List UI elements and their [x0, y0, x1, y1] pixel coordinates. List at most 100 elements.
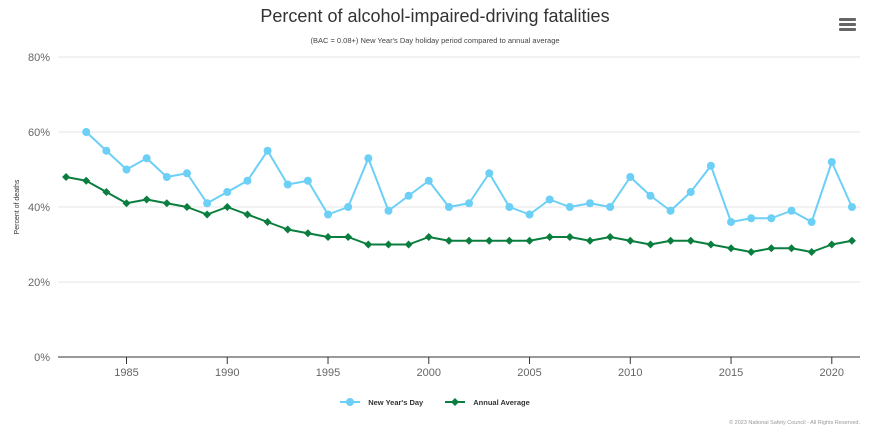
x-tick-label: 2020 — [820, 367, 844, 379]
legend-circle-marker-icon — [340, 398, 361, 406]
data-point — [82, 128, 91, 136]
data-point — [465, 199, 474, 208]
data-point — [767, 244, 776, 253]
data-point — [585, 199, 594, 208]
data-point — [303, 176, 312, 185]
data-point — [404, 240, 413, 249]
data-point — [162, 173, 171, 181]
data-point — [686, 188, 695, 196]
series-line — [65, 176, 853, 253]
data-point — [142, 195, 151, 204]
data-point — [525, 210, 534, 219]
y-tick-label: 80% — [28, 52, 50, 64]
data-point — [827, 240, 836, 249]
data-point — [384, 240, 393, 249]
data-point — [182, 169, 191, 178]
data-point — [263, 146, 272, 155]
data-point — [787, 206, 796, 215]
data-point — [747, 214, 756, 223]
data-point — [243, 210, 252, 219]
data-point — [102, 188, 111, 196]
hamburger-menu-icon[interactable] — [837, 15, 857, 33]
credits: © 2023 National Safety Council - All Rig… — [729, 420, 860, 426]
data-point — [686, 236, 695, 245]
data-point — [807, 218, 816, 226]
data-point — [384, 206, 393, 215]
data-point — [545, 233, 554, 241]
x-tick-label: 1985 — [114, 367, 138, 379]
data-point — [102, 146, 111, 155]
data-point — [122, 165, 131, 174]
data-point — [223, 203, 232, 211]
data-point — [203, 210, 212, 219]
data-point — [565, 233, 574, 241]
chart-title: Percent of alcohol-impaired-driving fata… — [260, 6, 610, 26]
data-point — [324, 233, 333, 241]
data-point — [444, 203, 453, 211]
data-point — [646, 240, 655, 249]
data-point — [62, 173, 71, 181]
legend-item-new-years-day[interactable]: New Year's Day — [340, 397, 423, 407]
x-tick-label: 1990 — [215, 367, 239, 379]
data-point — [324, 210, 333, 219]
data-point — [485, 236, 494, 245]
data-point — [444, 236, 453, 245]
data-point — [727, 244, 736, 253]
data-point — [545, 195, 554, 204]
data-point — [344, 203, 353, 211]
data-point — [626, 173, 635, 181]
menu-line — [839, 28, 856, 31]
data-point — [847, 236, 856, 245]
y-tick-label: 0% — [34, 352, 50, 364]
legend: New Year's Day Annual Average — [0, 397, 870, 407]
x-axis: 1985 1990 1995 2000 2005 2010 2015 2020 — [58, 356, 860, 379]
data-point — [646, 191, 655, 200]
data-point — [283, 225, 292, 234]
data-point — [827, 158, 836, 166]
data-point — [424, 176, 433, 185]
data-point — [485, 169, 494, 178]
legend-diamond-marker-icon — [445, 398, 466, 406]
series-line — [85, 131, 853, 223]
x-tick-label: 2005 — [517, 367, 541, 379]
chart-subtitle: (BAC = 0.08+) New Year's Day holiday per… — [310, 36, 560, 45]
data-point — [283, 180, 292, 189]
data-point — [404, 191, 413, 200]
y-axis-ticks: 0% 20% 40% 60% 80% — [28, 52, 50, 364]
data-point — [666, 206, 675, 215]
data-point — [303, 229, 312, 238]
data-point — [747, 248, 756, 256]
data-point — [424, 233, 433, 241]
data-point — [162, 199, 171, 208]
data-point — [505, 203, 514, 211]
data-point — [847, 203, 856, 211]
data-point — [525, 236, 534, 245]
data-point — [706, 240, 715, 249]
data-point — [203, 199, 212, 208]
data-point — [807, 248, 816, 256]
data-point — [263, 218, 272, 226]
data-point — [364, 240, 373, 249]
y-axis-label: Percent of deaths — [14, 179, 21, 234]
series-annual-average — [62, 173, 856, 256]
data-point — [585, 236, 594, 245]
data-point — [142, 154, 151, 163]
menu-line — [839, 23, 856, 26]
data-point — [787, 244, 796, 253]
data-point — [344, 233, 353, 241]
series-new-year-s-day — [82, 128, 856, 226]
data-point — [666, 236, 675, 245]
legend-item-annual-average[interactable]: Annual Average — [445, 397, 530, 407]
data-point — [767, 214, 776, 223]
data-point — [606, 203, 615, 211]
data-point — [565, 203, 574, 211]
data-point — [465, 236, 474, 245]
data-point — [505, 236, 514, 245]
x-tick-label: 2015 — [719, 367, 743, 379]
menu-line — [839, 18, 856, 21]
legend-label: New Year's Day — [368, 397, 424, 407]
data-point — [243, 176, 252, 185]
data-point — [223, 188, 232, 196]
data-point — [606, 233, 615, 241]
